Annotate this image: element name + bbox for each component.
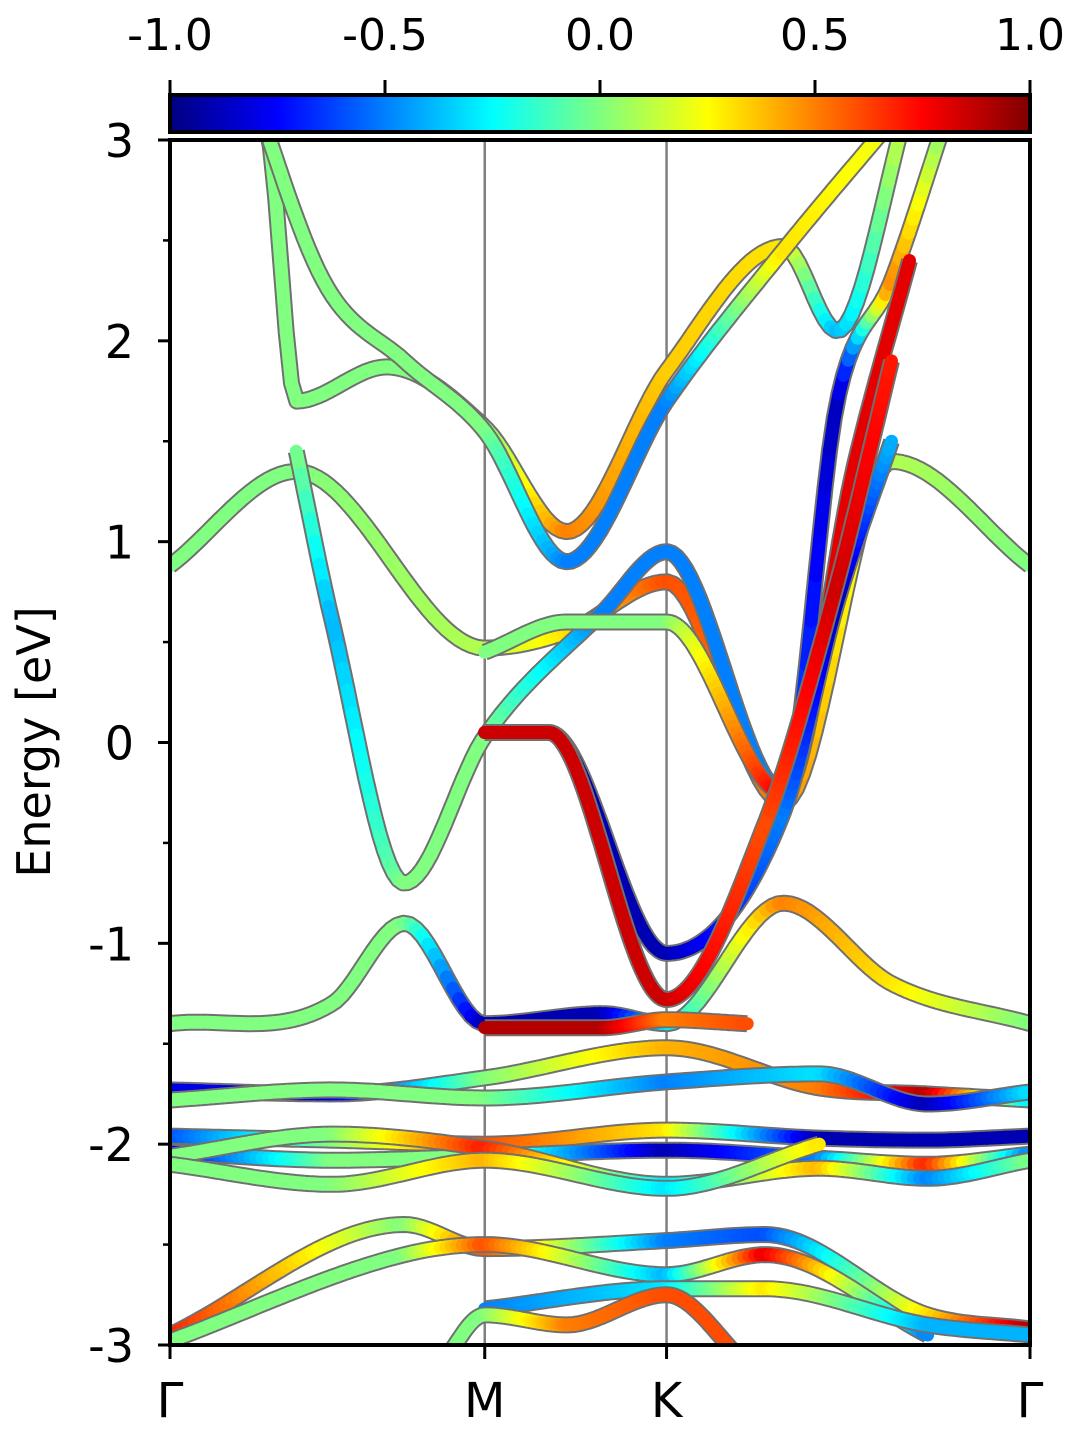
- y-tick-label: -3: [88, 1319, 134, 1373]
- k-point-label: M: [464, 1373, 505, 1429]
- y-tick-label: 3: [105, 114, 134, 168]
- colorbar-tick-label: 0.0: [565, 10, 635, 61]
- band-segment: [813, 481, 832, 538]
- y-axis-title: Energy [eV]: [7, 606, 61, 877]
- band-segment: [738, 1357, 740, 1359]
- band-segment: [274, 257, 293, 339]
- k-point-label: Γ: [1017, 1373, 1044, 1429]
- colorbar-tick-label: -0.5: [342, 10, 428, 61]
- band-segment: [447, 1354, 449, 1357]
- band-segment: [181, 63, 186, 64]
- band-line: [441, 1286, 747, 1366]
- band-segment: [745, 1363, 747, 1365]
- y-tick-label: 2: [105, 315, 134, 369]
- band-segment: [741, 1359, 743, 1361]
- band-segment: [443, 1360, 445, 1363]
- band-segment: [809, 524, 827, 583]
- y-tick-label: -2: [88, 1118, 134, 1172]
- band-segment: [228, 44, 233, 46]
- k-point-label: K: [651, 1373, 684, 1429]
- band-line: [170, 894, 1030, 1033]
- band-segment: [882, 434, 898, 457]
- band-segment: [249, 68, 254, 82]
- band-segment: [441, 1363, 443, 1366]
- band-segment: [242, 60, 247, 73]
- band-segment: [723, 1340, 737, 1345]
- colorbar-ticks: -1.0 -0.5 0.0 0.5 1.0: [127, 10, 1065, 95]
- colorbar-tick-label: 1.0: [995, 10, 1065, 61]
- colorbar-tick-label: -1.0: [127, 10, 213, 61]
- band-segment: [269, 190, 288, 271]
- y-tick-label: -1: [88, 917, 134, 971]
- band-segment: [736, 1354, 738, 1356]
- band-segment: [799, 614, 818, 672]
- band-segment: [808, 1137, 826, 1152]
- band-segment: [218, 44, 223, 45]
- band-line: [478, 354, 900, 1008]
- bands: [170, 44, 1030, 1366]
- band-segment: [734, 1352, 736, 1354]
- band-segment: [279, 325, 298, 390]
- k-point-label: Γ: [157, 1373, 184, 1429]
- band-segment: [900, 254, 916, 279]
- band-segment: [175, 63, 180, 64]
- band-line: [478, 1011, 754, 1037]
- band-segment: [445, 1357, 447, 1360]
- band-segment: [244, 58, 249, 68]
- y-tick-label: 1: [105, 516, 134, 570]
- band-segment: [186, 61, 191, 63]
- band-segment: [447, 1343, 456, 1345]
- band-segment: [727, 1343, 737, 1345]
- y-axis-ticks: 3 2 1 0 -1 -2 -3: [88, 114, 170, 1373]
- band-line: [170, 1125, 1030, 1193]
- band-segment: [212, 46, 217, 49]
- band-segment: [743, 1361, 745, 1363]
- band-segment: [447, 1340, 460, 1345]
- band-segment: [239, 51, 244, 58]
- band-outline: [170, 894, 1030, 1033]
- band-line: [242, 60, 887, 571]
- y-tick-label: 0: [105, 717, 134, 771]
- band-segment: [233, 46, 238, 50]
- colorbar-gradient: [168, 93, 1032, 134]
- band-segment: [247, 73, 252, 87]
- colorbar-tick-label: 0.5: [780, 10, 850, 61]
- band-line: [170, 1065, 1030, 1113]
- band-segment: [804, 569, 823, 628]
- band-segment: [882, 354, 898, 380]
- colorbar: -1.0 -0.5 0.0 0.5 1.0: [127, 10, 1065, 134]
- plot-area: 3 2 1 0 -1 -2 -3 Γ M K Γ Energy [eV]: [7, 44, 1044, 1429]
- band-line: [170, 1141, 1030, 1173]
